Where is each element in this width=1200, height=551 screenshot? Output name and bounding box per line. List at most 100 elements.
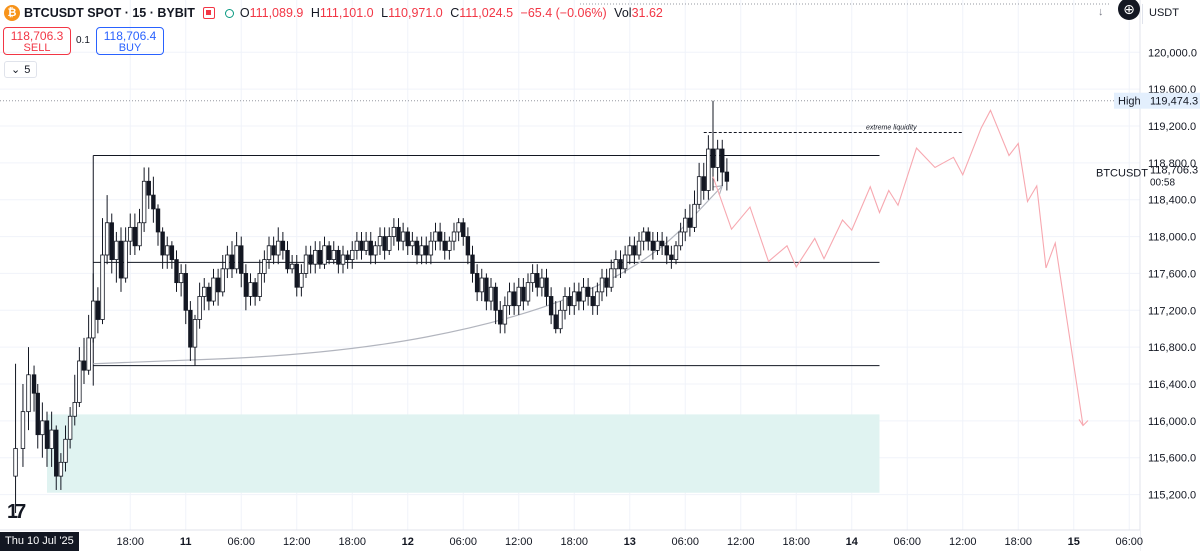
add-icon[interactable]: ⊕ <box>1118 0 1140 20</box>
candle-up <box>622 254 628 270</box>
candle-down <box>474 273 480 293</box>
candle-down <box>604 277 609 288</box>
candle-up <box>673 245 679 261</box>
sell-price: 118,706.3 <box>10 29 64 43</box>
time-tick-label: 18:00 <box>560 536 588 548</box>
candle-up <box>678 231 683 247</box>
candle-down <box>544 277 549 297</box>
candle-up <box>696 176 702 205</box>
candle-down <box>484 277 489 302</box>
market-status-icon[interactable] <box>224 8 234 18</box>
time-tick-label: 18:00 <box>1004 536 1032 548</box>
candle-up <box>137 222 142 247</box>
sell-label: SELL <box>23 42 51 54</box>
candle-up <box>289 263 295 270</box>
open-value: 111,089.9 <box>249 6 304 20</box>
candle-down <box>109 222 114 261</box>
candle-up <box>507 291 512 307</box>
arrow-down-icon[interactable]: ↓ <box>1098 6 1104 18</box>
candle-down <box>215 277 221 293</box>
candle-up <box>220 268 225 293</box>
candle-up <box>516 286 521 307</box>
symbol-title[interactable]: BTCUSDT SPOT · 15 · BYBIT <box>24 6 195 20</box>
candle-up <box>595 291 600 307</box>
buy-price: 118,706.4 <box>103 29 157 43</box>
flag-icon[interactable] <box>202 7 215 19</box>
candle-down <box>160 231 165 256</box>
price-tick-label: 120,000.0 <box>1148 47 1197 59</box>
currency-selector[interactable]: USDT <box>1142 4 1198 24</box>
candle-down <box>35 392 40 436</box>
candle-up <box>456 222 461 233</box>
buy-button[interactable]: 118,706.4 BUY <box>96 27 164 55</box>
candle-up <box>178 273 184 284</box>
candle-up <box>276 240 281 256</box>
candle-down <box>280 240 286 251</box>
indicators-toggle[interactable]: ⌄ 5 <box>4 61 38 78</box>
tradingview-logo[interactable]: 17 <box>7 501 26 523</box>
candle-down <box>118 240 124 279</box>
time-tick-label: 18:00 <box>116 536 144 548</box>
candle-up <box>72 402 77 417</box>
price-tick-label: 119,200.0 <box>1148 121 1196 133</box>
time-tick-label: 11 <box>180 536 192 548</box>
candle-up <box>572 291 577 307</box>
candle-up <box>114 240 119 261</box>
candle-up <box>488 286 494 302</box>
candle-down <box>548 296 554 316</box>
candle-up <box>192 319 198 348</box>
candle-down <box>188 309 193 348</box>
candle-down <box>632 245 637 256</box>
sell-button[interactable]: 118,706.3 SELL <box>3 27 71 55</box>
candle-up <box>266 245 272 261</box>
candle-up <box>683 217 688 233</box>
candle-down <box>285 249 290 270</box>
candle-up <box>558 309 563 330</box>
candle-up <box>377 236 383 247</box>
candle-down <box>576 291 582 302</box>
candle-up <box>562 296 568 311</box>
candle-down <box>396 226 401 242</box>
candle-down <box>424 245 429 256</box>
candle-up <box>627 245 632 256</box>
bitcoin-icon: ₿ <box>4 5 20 21</box>
candle-down <box>687 217 693 228</box>
candle-up <box>479 277 484 293</box>
time-axis[interactable] <box>0 530 1140 551</box>
candle-up <box>262 259 267 274</box>
candle-down <box>590 296 595 307</box>
candle-up <box>49 429 54 449</box>
price-axis[interactable] <box>1140 0 1200 551</box>
candle-up <box>197 296 202 320</box>
candle-up <box>202 286 207 297</box>
candle-down <box>95 300 101 320</box>
candle-down <box>155 208 161 233</box>
candle-up <box>451 231 457 242</box>
candle-down <box>206 286 212 302</box>
change-value: −65.4 (−0.06%) <box>520 6 607 20</box>
candle-up <box>257 273 262 297</box>
candle-up <box>428 240 434 256</box>
candle-up <box>63 438 68 463</box>
candle-down <box>132 226 138 247</box>
candle-down <box>618 259 623 270</box>
candle-down <box>646 231 651 242</box>
candle-up <box>391 226 397 237</box>
candle-up <box>447 240 452 251</box>
candle-down <box>336 249 341 265</box>
time-tick-label: 15 <box>1068 536 1080 548</box>
candle-down <box>317 249 323 265</box>
price-tick-label: 118,000.0 <box>1148 232 1196 244</box>
candle-down <box>720 148 725 173</box>
candle-up <box>613 259 619 270</box>
candle-up <box>165 245 170 256</box>
candle-down <box>498 309 503 325</box>
candle-down <box>664 245 669 256</box>
candle-up <box>400 231 406 242</box>
spread-value: 0.1 <box>76 35 90 46</box>
buy-label: BUY <box>118 42 142 54</box>
candle-down <box>326 245 332 261</box>
candle-up <box>340 254 346 265</box>
candle-up <box>363 240 369 251</box>
